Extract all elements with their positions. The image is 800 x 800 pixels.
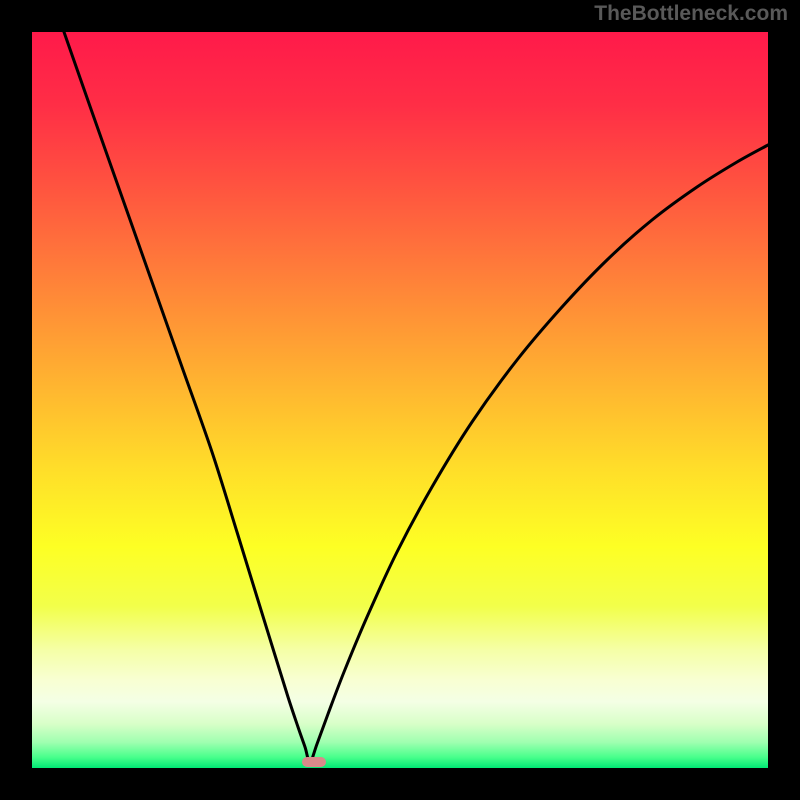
watermark-text: TheBottleneck.com [594, 2, 788, 26]
chart-plot-area [32, 32, 768, 768]
optimal-point-marker [302, 757, 326, 767]
bottleneck-curve [32, 32, 768, 768]
